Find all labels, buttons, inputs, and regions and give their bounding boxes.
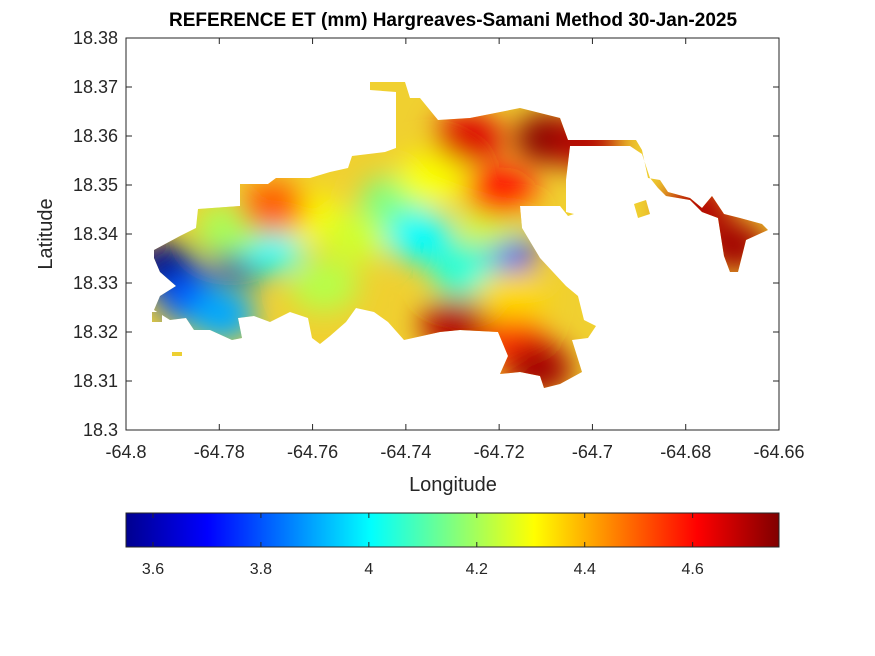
heat-cell-21 [467, 166, 536, 219]
y-axis-label: Latitude [35, 198, 57, 269]
chart-title: REFERENCE ET (mm) Hargreaves-Samani Meth… [169, 10, 737, 31]
x-tick-label-4: -64.72 [474, 442, 525, 462]
colorbar-tick-label-0: 3.6 [142, 561, 164, 578]
x-tick-label-2: -64.76 [287, 442, 338, 462]
colorbar-tick-label-5: 4.6 [682, 561, 704, 578]
y-tick-label-8: 18.38 [73, 28, 118, 48]
y-tick-label-0: 18.3 [83, 420, 118, 440]
x-tick-label-1: -64.78 [194, 442, 245, 462]
y-tick-label-2: 18.32 [73, 322, 118, 342]
x-axis: -64.8 -64.78 -64.76 -64.74 -64.72 -64.7 -64.68… [105, 38, 805, 462]
y-tick-label-5: 18.35 [73, 175, 118, 195]
colorbar-tick-label-4: 4.4 [574, 561, 596, 578]
heat-cell-19 [434, 112, 503, 165]
x-tick-label-6: -64.68 [660, 442, 711, 462]
heat-cell-15 [476, 269, 545, 322]
heat-cell-10 [397, 151, 466, 204]
x-tick-label-3: -64.74 [380, 442, 431, 462]
y-tick-label-1: 18.31 [73, 371, 118, 391]
x-tick-label-0: -64.8 [105, 442, 146, 462]
colorbar-tick-label-3: 4.2 [466, 561, 488, 578]
heat-cell-7 [290, 259, 359, 312]
heat-cell-22 [238, 181, 307, 234]
colorbar [125, 512, 780, 548]
colorbar-ticks: 3.6 3.8 4 4.2 4.4 4.6 [142, 513, 704, 578]
y-tick-label-7: 18.37 [73, 77, 118, 97]
y-axis: 18.3 18.31 18.32 18.33 18.34 18.35 18.36 18.37 1… [73, 28, 779, 440]
x-tick-label-7: -64.66 [753, 442, 804, 462]
y-tick-label-6: 18.36 [73, 126, 118, 146]
x-axis-label: Longitude [409, 474, 497, 496]
colorbar-tick-label-2: 4 [364, 561, 373, 578]
colorbar-tick-label-1: 3.8 [250, 561, 272, 578]
heat-cell-8 [322, 210, 391, 263]
x-tick-label-5: -64.7 [572, 442, 613, 462]
y-tick-label-3: 18.33 [73, 273, 118, 293]
heat-cell-3 [187, 288, 256, 341]
y-tick-label-4: 18.34 [73, 224, 118, 244]
heat-cell-11 [385, 210, 454, 263]
